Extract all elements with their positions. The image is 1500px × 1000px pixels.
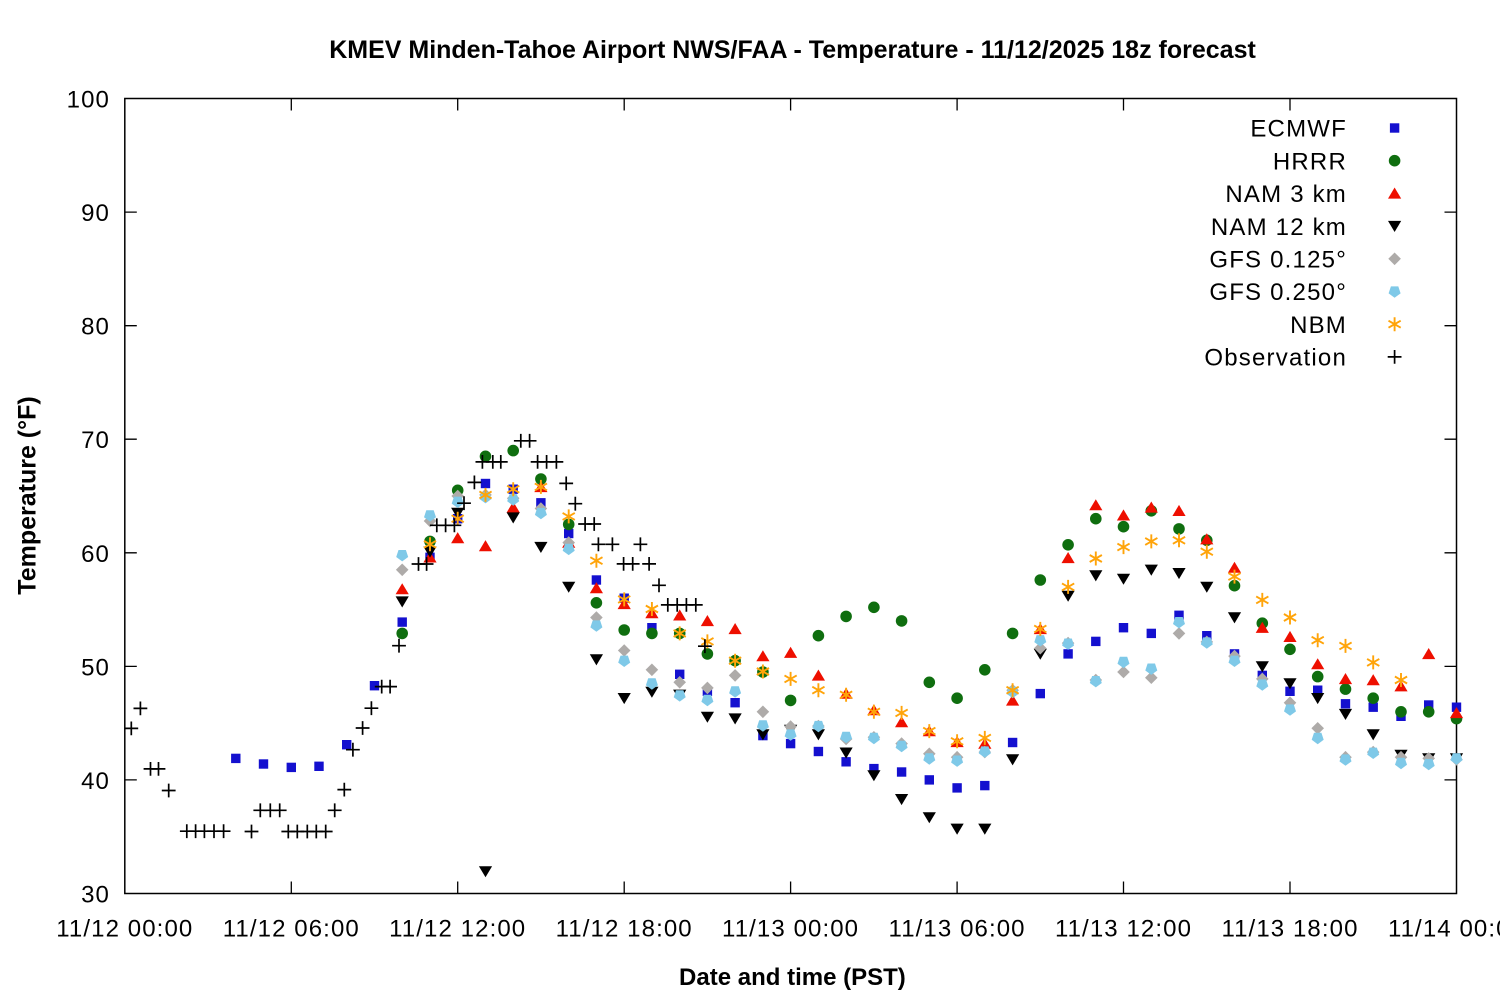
svg-text:NBM: NBM <box>1290 312 1347 339</box>
svg-text:11/12 12:00: 11/12 12:00 <box>389 916 526 943</box>
svg-text:GFS 0.125°: GFS 0.125° <box>1209 247 1347 274</box>
svg-text:NAM 3 km: NAM 3 km <box>1225 181 1347 208</box>
svg-text:30: 30 <box>81 882 110 909</box>
svg-text:11/13 00:00: 11/13 00:00 <box>722 916 859 943</box>
svg-text:Observation: Observation <box>1204 345 1347 372</box>
svg-text:11/14 00:00: 11/14 00:00 <box>1388 916 1500 943</box>
svg-text:Date and time (PST): Date and time (PST) <box>679 964 906 991</box>
svg-text:11/12 06:00: 11/12 06:00 <box>223 916 360 943</box>
svg-text:11/13 12:00: 11/13 12:00 <box>1055 916 1192 943</box>
svg-text:GFS 0.250°: GFS 0.250° <box>1209 279 1347 306</box>
svg-text:60: 60 <box>81 541 110 568</box>
svg-text:40: 40 <box>81 768 110 795</box>
svg-text:11/13 18:00: 11/13 18:00 <box>1221 916 1358 943</box>
svg-text:80: 80 <box>81 314 110 341</box>
svg-text:11/12 00:00: 11/12 00:00 <box>56 916 193 943</box>
svg-text:70: 70 <box>81 427 110 454</box>
svg-text:100: 100 <box>67 87 110 114</box>
svg-text:90: 90 <box>81 200 110 227</box>
svg-text:11/13 06:00: 11/13 06:00 <box>889 916 1026 943</box>
svg-text:11/12 18:00: 11/12 18:00 <box>556 916 693 943</box>
svg-text:Temperature (°F): Temperature (°F) <box>14 396 42 594</box>
svg-text:50: 50 <box>81 654 110 681</box>
svg-text:ECMWF: ECMWF <box>1250 116 1347 143</box>
svg-text:KMEV Minden-Tahoe Airport NWS/: KMEV Minden-Tahoe Airport NWS/FAA - Temp… <box>329 36 1256 64</box>
svg-text:NAM 12 km: NAM 12 km <box>1211 214 1347 241</box>
svg-text:HRRR: HRRR <box>1273 148 1347 175</box>
